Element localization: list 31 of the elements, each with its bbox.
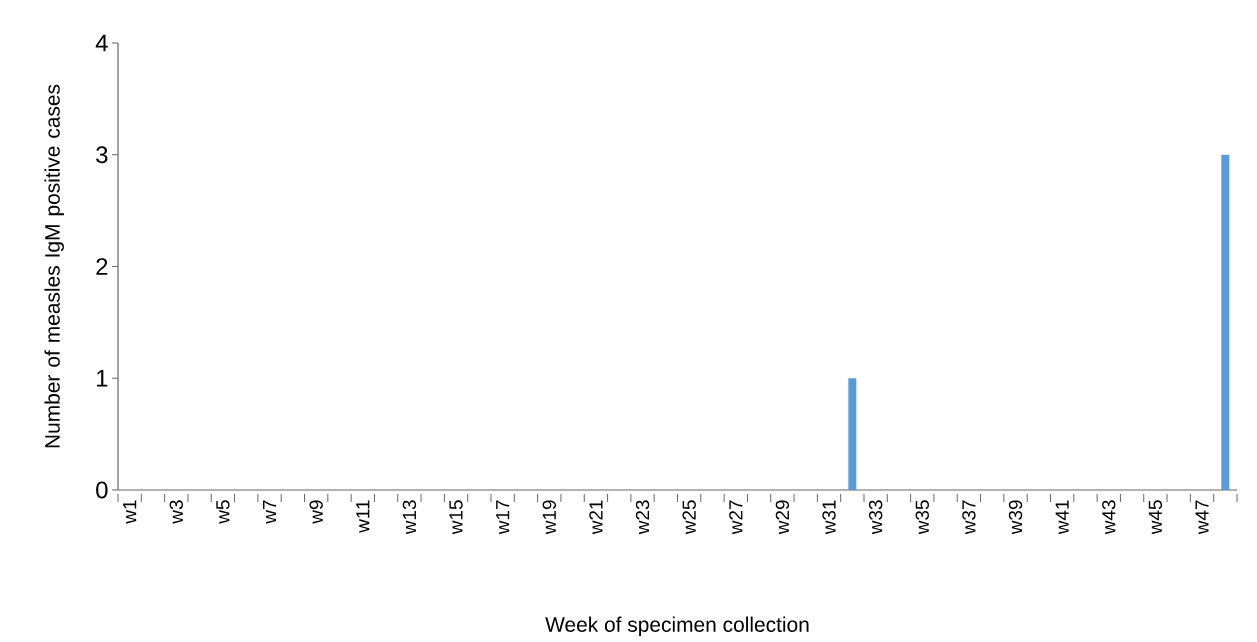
x-tick-label: w15 (449, 500, 463, 535)
x-tick-label: w9 (309, 500, 323, 524)
x-tick-label: w31 (822, 500, 836, 535)
y-tick-label: 0 (96, 481, 108, 499)
x-tick-label: w29 (775, 500, 790, 535)
x-tick-label: w5 (216, 500, 230, 524)
x-tick-label: w35 (915, 500, 929, 535)
x-tick-label: w43 (1102, 500, 1116, 535)
x-tick-label: w47 (1195, 500, 1209, 535)
y-tick-label: 4 (95, 34, 108, 52)
x-tick-label: w25 (682, 500, 696, 535)
x-tick-label: w27 (729, 500, 743, 535)
x-tick-label: w39 (1008, 500, 1023, 535)
y-tick-label: 2 (96, 258, 108, 275)
x-tick-label: w37 (962, 500, 976, 535)
x-tick-label: w21 (589, 500, 603, 535)
x-tick-label: w19 (542, 500, 556, 535)
x-tick-label: w7 (263, 500, 277, 524)
x-tick-label: w45 (1148, 500, 1162, 535)
y-tick-label: 3 (96, 146, 108, 164)
y-tick-label: 1 (97, 370, 108, 387)
x-tick-label: w23 (635, 500, 650, 535)
x-tick-label: w11 (356, 500, 370, 533)
x-tick-label: w1 (123, 500, 137, 524)
x-tick-label: w3 (169, 500, 183, 524)
x-tick-label: w13 (402, 500, 417, 535)
x-tick-label: w17 (496, 500, 510, 535)
x-tick-label: w41 (1055, 500, 1069, 535)
y-axis-title: Number of measles IgM positive cases (44, 84, 64, 448)
x-tick-label: w33 (868, 500, 883, 535)
x-axis-title: Week of specimen collection (545, 616, 809, 637)
